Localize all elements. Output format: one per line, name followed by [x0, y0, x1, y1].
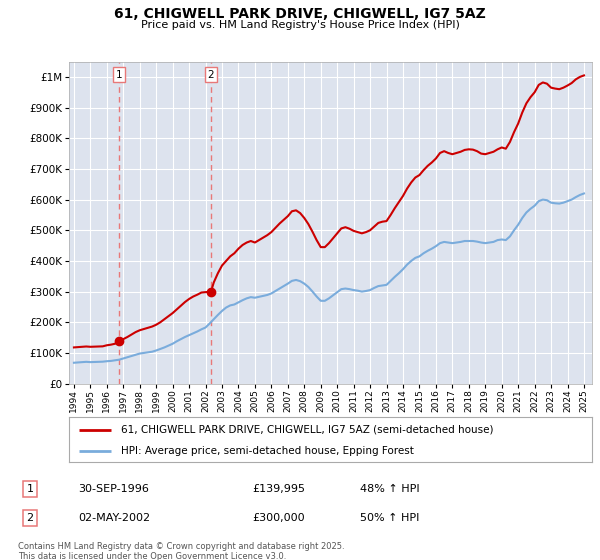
Text: 2: 2	[208, 69, 214, 80]
Text: 30-SEP-1996: 30-SEP-1996	[78, 484, 149, 494]
Text: 02-MAY-2002: 02-MAY-2002	[78, 513, 150, 523]
Text: 61, CHIGWELL PARK DRIVE, CHIGWELL, IG7 5AZ (semi-detached house): 61, CHIGWELL PARK DRIVE, CHIGWELL, IG7 5…	[121, 424, 494, 435]
Text: £300,000: £300,000	[252, 513, 305, 523]
Text: Contains HM Land Registry data © Crown copyright and database right 2025.
This d: Contains HM Land Registry data © Crown c…	[18, 542, 344, 560]
Text: 2: 2	[26, 513, 34, 523]
Text: £139,995: £139,995	[252, 484, 305, 494]
Text: 50% ↑ HPI: 50% ↑ HPI	[360, 513, 419, 523]
Text: Price paid vs. HM Land Registry's House Price Index (HPI): Price paid vs. HM Land Registry's House …	[140, 20, 460, 30]
Text: 1: 1	[26, 484, 34, 494]
Text: 48% ↑ HPI: 48% ↑ HPI	[360, 484, 419, 494]
Text: HPI: Average price, semi-detached house, Epping Forest: HPI: Average price, semi-detached house,…	[121, 446, 414, 456]
Text: 61, CHIGWELL PARK DRIVE, CHIGWELL, IG7 5AZ: 61, CHIGWELL PARK DRIVE, CHIGWELL, IG7 5…	[114, 7, 486, 21]
Text: 1: 1	[116, 69, 122, 80]
